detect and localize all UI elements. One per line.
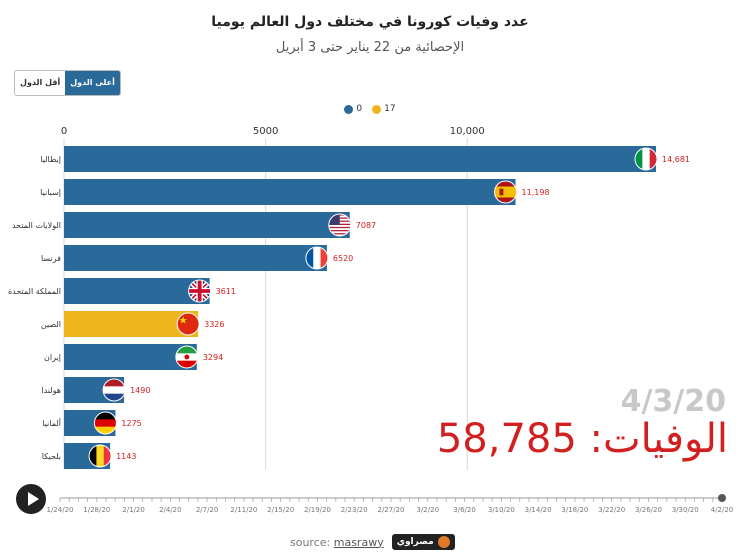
italy-flag-ring	[634, 147, 658, 171]
total-deaths: الوفيات: 58,785	[436, 416, 728, 462]
value-label-8: 1275	[121, 419, 141, 428]
category-label-9: بلجيكا	[42, 452, 61, 461]
france-flag-ring	[305, 246, 329, 270]
chart-subtitle: الإحصائية من 22 يناير حتى 3 أبريل	[275, 40, 465, 55]
timeline-label-18: 4/2/20	[711, 506, 734, 514]
bar-3	[64, 245, 327, 271]
category-label-2: الولايات المتحد	[12, 221, 61, 230]
timeline-handle[interactable]	[718, 494, 726, 502]
timeline-label-8: 2/23/20	[341, 506, 368, 514]
timeline-label-14: 3/18/20	[561, 506, 588, 514]
spain-flag	[494, 181, 517, 203]
brand-logo: مصراوي	[391, 534, 455, 550]
source-link[interactable]: masrawy	[333, 535, 384, 549]
uk-flag	[188, 280, 211, 302]
brand-name: مصراوي	[396, 537, 434, 547]
bar-chart: 0 5000 10,000 إيطاليا 14,681 إسبانيا 11,198 الو…	[8, 126, 690, 470]
legend-item-0: 0	[344, 104, 362, 114]
x-tick-label-0: 0	[61, 126, 67, 137]
iran-flag	[175, 346, 198, 368]
uk-flag-ring	[188, 279, 212, 303]
play-button[interactable]	[16, 484, 46, 514]
timeline-label-10: 3/2/20	[417, 506, 440, 514]
legend-swatch-0	[344, 104, 354, 114]
value-label-9: 1143	[116, 452, 136, 461]
france-flag	[305, 247, 328, 269]
value-label-5: 3326	[204, 320, 224, 329]
x-tick-label-1: 5000	[253, 126, 278, 137]
footer: source: masrawy مصراوي	[290, 534, 455, 550]
timeline-label-4: 2/7/20	[196, 506, 219, 514]
germany-flag	[94, 412, 117, 434]
category-label-6: إيران	[44, 353, 61, 363]
timeline-label-1: 1/28/20	[83, 506, 110, 514]
value-label-6: 3294	[203, 353, 223, 362]
bar-4	[64, 278, 210, 304]
value-label-0: 14,681	[662, 155, 690, 164]
category-label-4: المملكة المتحدة	[8, 287, 61, 296]
timeline-label-2: 2/1/20	[122, 506, 145, 514]
iran-flag-ring	[175, 345, 199, 369]
netherlands-flag-ring	[102, 378, 126, 402]
legend: 0 17	[0, 104, 740, 114]
timeline-label-11: 3/6/20	[453, 506, 476, 514]
italy-flag	[635, 148, 657, 170]
timeline-label-5: 2/11/20	[230, 506, 257, 514]
usa-flag	[328, 214, 351, 236]
germany-flag-ring	[93, 411, 117, 435]
current-date: 4/3/20	[620, 384, 726, 419]
belgium-flag-ring	[88, 444, 112, 468]
svg-text:★: ★	[179, 315, 188, 326]
timeline-label-9: 2/27/20	[378, 506, 405, 514]
spain-flag-ring	[494, 180, 518, 204]
value-label-7: 1490	[130, 386, 150, 395]
category-label-0: إيطاليا	[40, 155, 61, 165]
source-credit: source: masrawy	[290, 536, 384, 549]
timeline-label-12: 3/10/20	[488, 506, 515, 514]
legend-label-0: 0	[356, 104, 363, 114]
brand-icon	[437, 536, 450, 548]
timeline-label-15: 3/22/20	[598, 506, 625, 514]
timeline-label-0: 1/24/20	[47, 506, 74, 514]
value-label-1: 11,198	[522, 188, 550, 197]
timeline-label-17: 3/30/20	[672, 506, 699, 514]
timeline-label-16: 3/26/20	[635, 506, 662, 514]
category-label-5: الصين	[41, 320, 61, 329]
timeline-slider[interactable]: 1/24/20 1/28/20 2/1/20 2/4/20 2/7/20 2/11/20 2…	[0, 488, 740, 524]
category-label-8: ألمانيا	[42, 418, 61, 428]
legend-item-1: 17	[372, 104, 396, 114]
category-label-7: هولندا	[41, 386, 61, 395]
china-flag: ★	[177, 313, 200, 335]
bar-6	[64, 344, 197, 370]
category-label-3: فرنسا	[41, 254, 61, 263]
legend-label-1: 17	[384, 104, 396, 114]
country-toggle[interactable]: أقل الدول أعلى الدول	[14, 70, 121, 96]
value-label-4: 3611	[216, 287, 236, 296]
source-prefix: source:	[290, 535, 331, 549]
timeline-label-3: 2/4/20	[159, 506, 182, 514]
legend-swatch-1	[372, 104, 382, 114]
timeline-label-13: 3/14/20	[525, 506, 552, 514]
bar-5	[64, 311, 199, 337]
value-label-3: 6520	[333, 254, 353, 263]
usa-flag-ring	[328, 213, 352, 237]
belgium-flag	[89, 445, 112, 467]
bar-2	[64, 212, 350, 238]
chart-title: عدد وفيات كورونا في مختلف دول العالم يوم…	[211, 14, 529, 30]
netherlands-flag	[103, 379, 126, 401]
category-label-1: إسبانيا	[40, 188, 61, 198]
bar-1	[64, 179, 516, 205]
value-label-2: 7087	[356, 221, 376, 230]
highest-countries-tab[interactable]: أعلى الدول	[65, 71, 120, 95]
bar-0	[64, 146, 656, 172]
china-flag-ring	[176, 312, 200, 336]
timeline-label-6: 2/15/20	[267, 506, 294, 514]
timeline-label-7: 2/19/20	[304, 506, 331, 514]
x-tick-label-2: 10,000	[450, 126, 485, 137]
lowest-countries-tab[interactable]: أقل الدول	[15, 71, 66, 95]
